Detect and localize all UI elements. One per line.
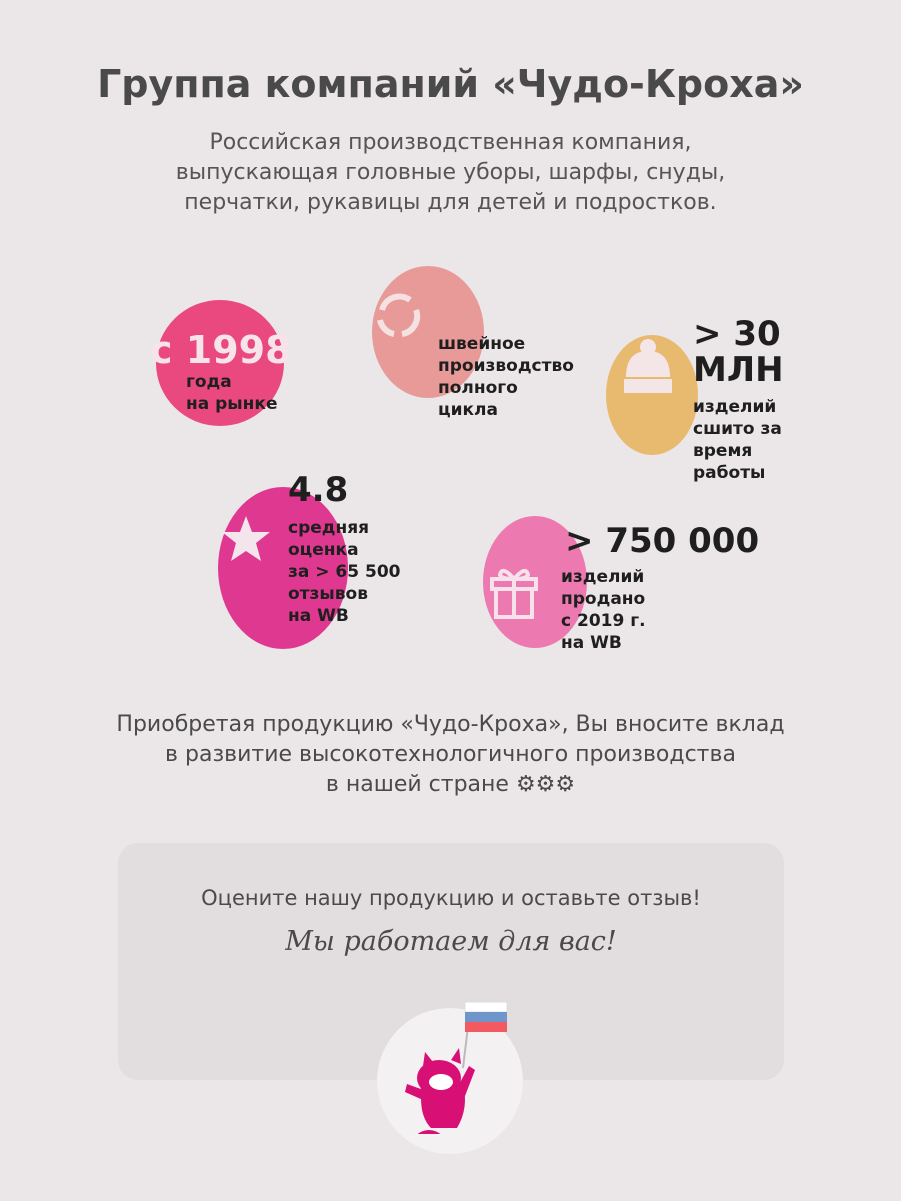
star-icon <box>222 516 270 561</box>
stat-value: > 30 МЛН <box>693 314 784 390</box>
stat-value: 4.8 <box>288 470 349 510</box>
stat-label: года на рынке <box>186 372 278 414</box>
page-title: Группа компаний «Чудо-Кроха» <box>97 62 804 106</box>
stat-blob-rating <box>218 487 348 649</box>
hat-icon <box>624 339 672 393</box>
gift-icon <box>490 568 538 619</box>
stat-label: изделий продано с 2019 г. на WB <box>561 567 646 653</box>
stat-label: средняя оценка за > 65 500 отзывов на WB <box>288 518 401 626</box>
stat-blob-1998 <box>156 300 284 426</box>
subtitle-line: Российская производственная компания, <box>209 130 692 155</box>
cycle-icon <box>377 293 421 337</box>
stat-label: изделий сшито за время работы <box>693 397 782 483</box>
subtitle-line: перчатки, рукавицы для детей и подростко… <box>184 190 717 215</box>
slogan: Мы работаем для вас! <box>285 926 617 957</box>
gears-icon: ⚙⚙⚙ <box>515 772 576 797</box>
raccoon-mascot-logo <box>377 1001 523 1154</box>
review-call: Оцените нашу продукцию и оставьте отзыв! <box>201 886 701 910</box>
subtitle-line: выпускающая головные уборы, шарфы, снуды… <box>175 160 726 185</box>
subtitle: Российская производственная компания, вы… <box>100 128 801 218</box>
stat-value: > 750 000 <box>565 521 760 561</box>
stat-label: швейное производство полного цикла <box>438 334 574 420</box>
stat-year: с 1998 <box>150 328 292 372</box>
bottom-text: Приобретая продукцию «Чудо-Кроха», Вы вн… <box>116 712 785 797</box>
